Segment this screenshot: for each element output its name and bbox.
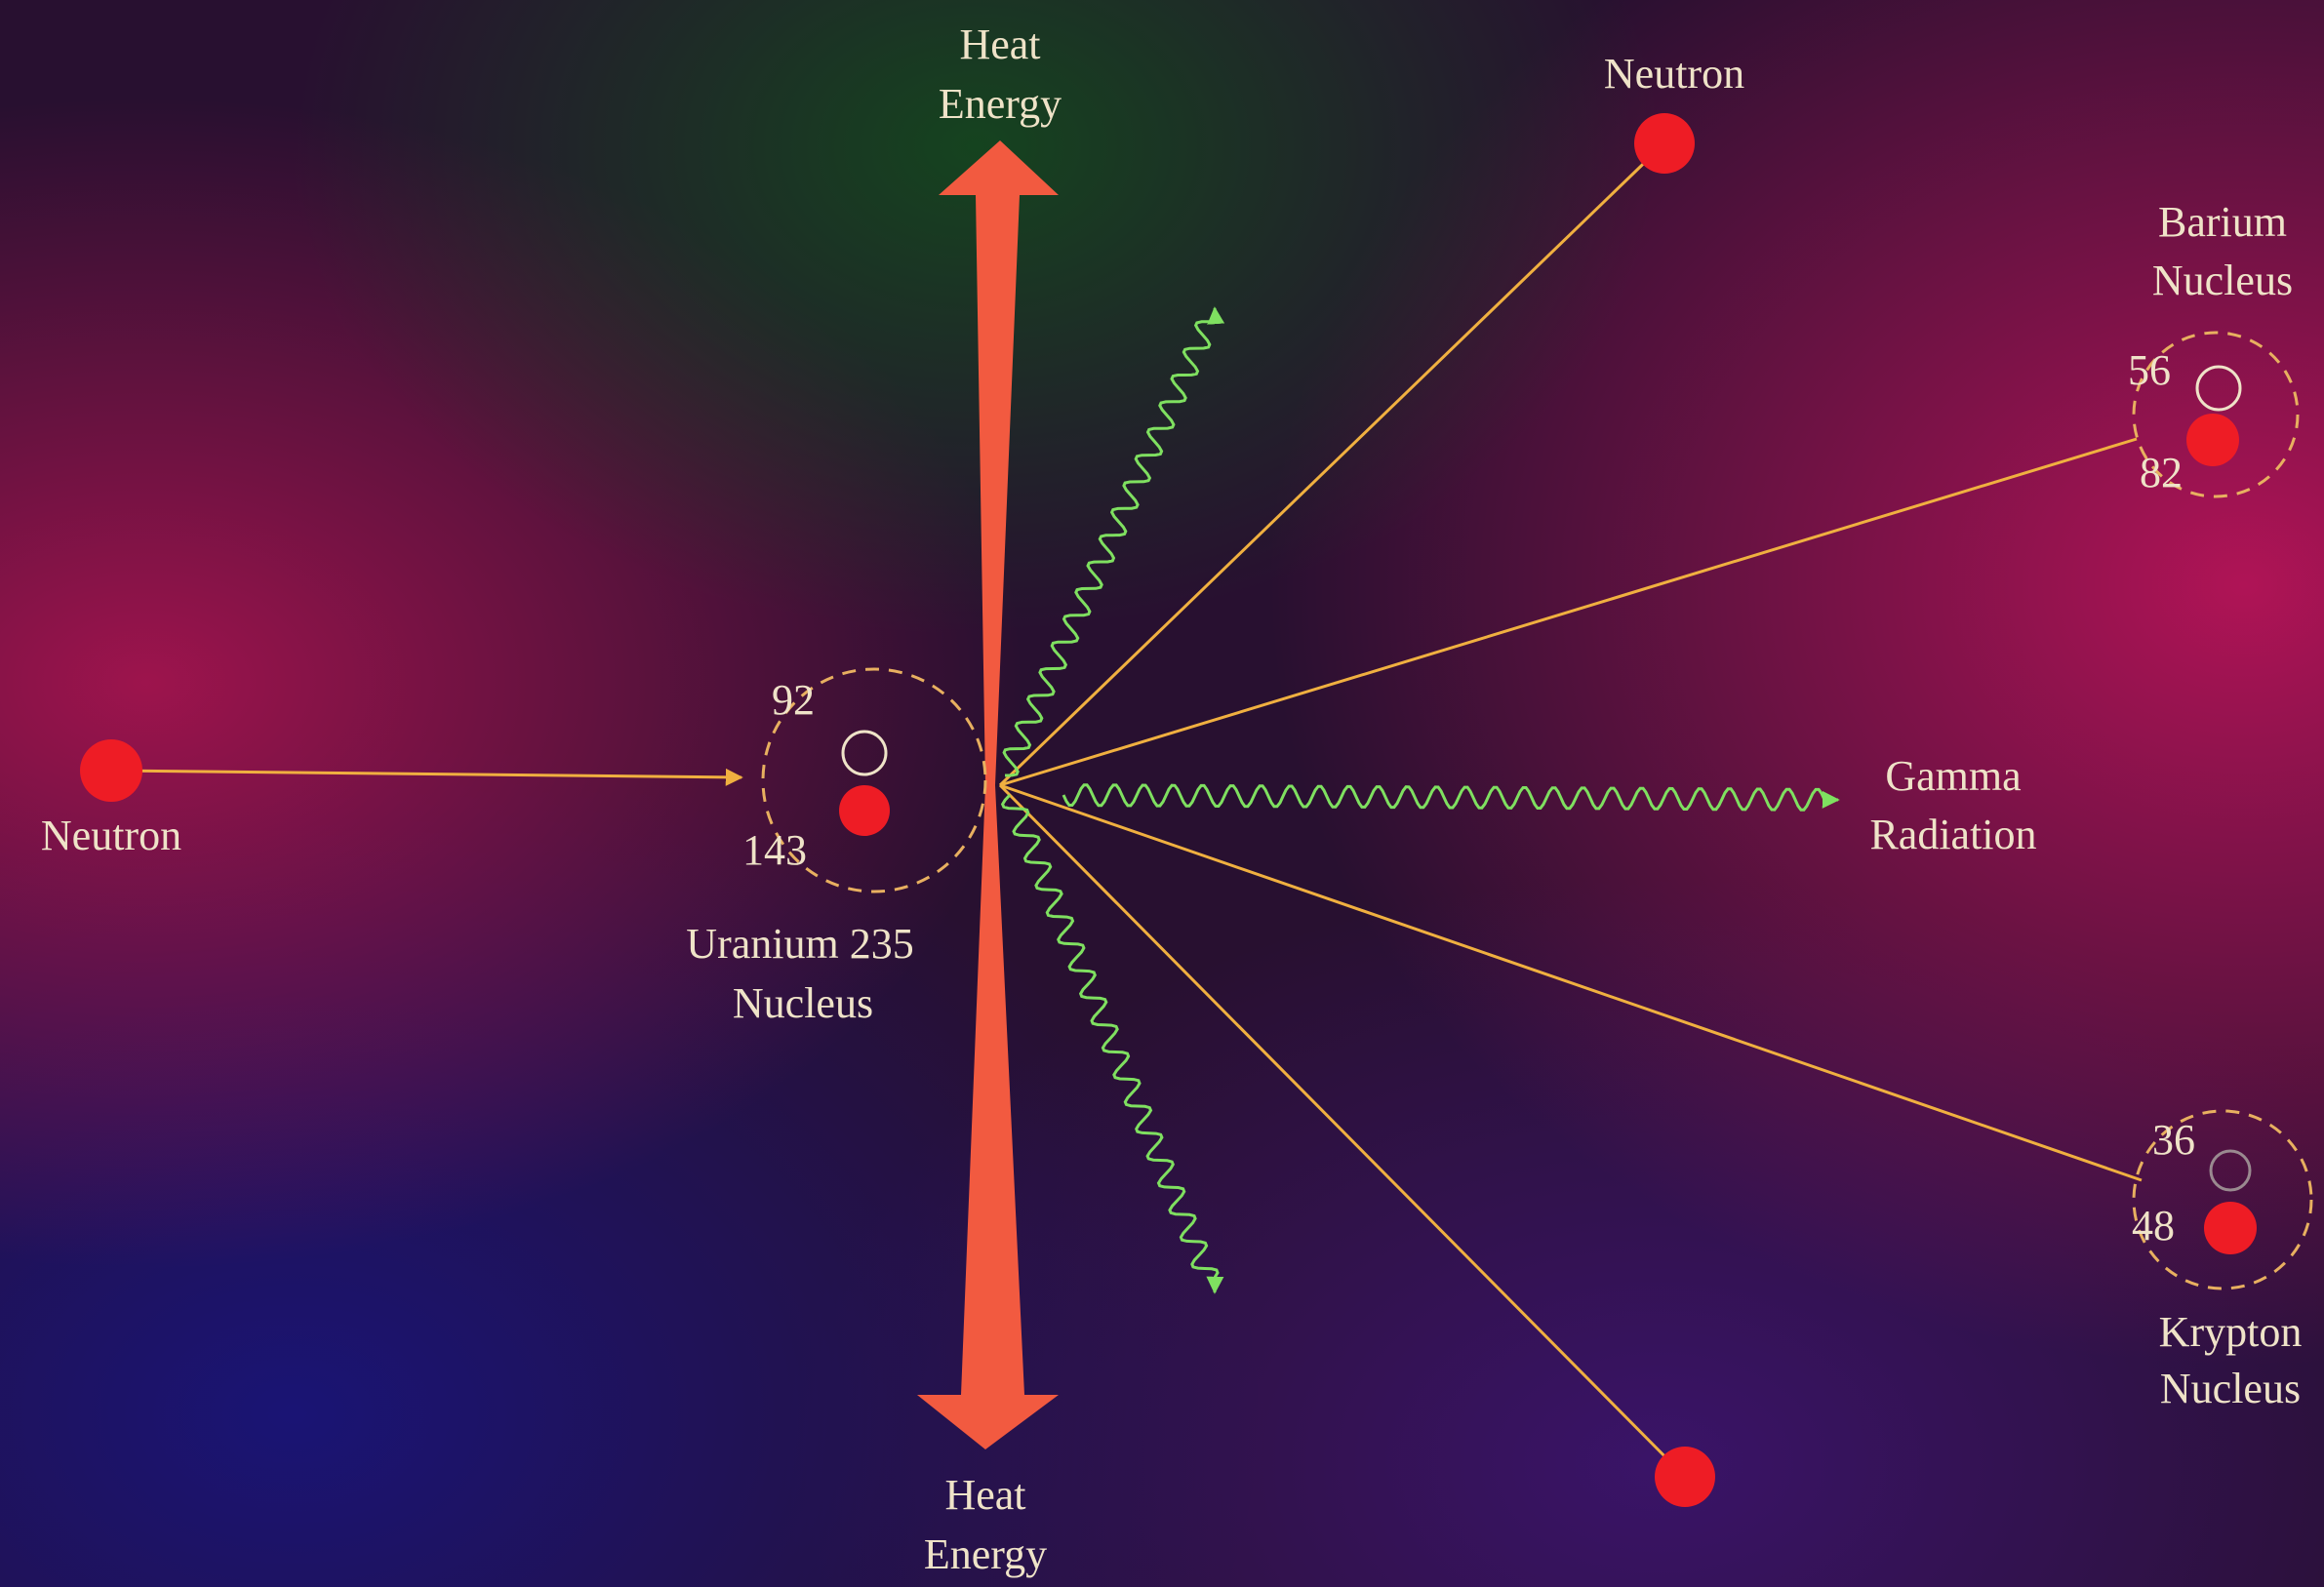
label: Nucleus: [2160, 1365, 2301, 1412]
neutron: [80, 739, 142, 802]
proton-symbol: [2195, 365, 2242, 412]
label: Heat: [959, 20, 1040, 68]
proton-symbol: [2209, 1149, 2252, 1192]
fragment-line: [998, 141, 1666, 787]
neutron-symbol: [2186, 414, 2239, 466]
fragment-line: [998, 783, 1687, 1479]
label: Gamma: [1885, 752, 2021, 800]
number-label: 143: [742, 826, 807, 874]
heat-arrow: [917, 140, 1059, 1449]
label: Barium: [2158, 198, 2287, 246]
fragment-line: [999, 437, 2138, 787]
label: Energy: [939, 80, 1062, 128]
proton-symbol: [841, 730, 888, 776]
number-label: 92: [772, 676, 815, 724]
gamma-wave: [1002, 306, 1225, 777]
number-label: 48: [2132, 1202, 2175, 1250]
fragment-lines: [998, 141, 2143, 1479]
neutron-symbol: [2204, 1202, 2257, 1254]
label: Radiation: [1869, 811, 2036, 858]
label: Krypton: [2159, 1308, 2303, 1356]
label: Neutron: [1604, 50, 1744, 98]
gamma-waves: [1000, 306, 1840, 1294]
fragment-line: [999, 783, 2143, 1182]
neutron: [1634, 113, 1695, 174]
label: Neutron: [41, 812, 181, 859]
uranium-shell: [761, 667, 987, 893]
label: Nucleus: [733, 979, 873, 1027]
number-label: 82: [2140, 449, 2183, 496]
neutron-path: [110, 768, 743, 786]
neutron: [1655, 1447, 1715, 1507]
krypton-shell: [2132, 1109, 2313, 1290]
label: Nucleus: [2152, 257, 2293, 304]
label: Heat: [944, 1471, 1025, 1519]
gamma-wave: [1062, 783, 1840, 812]
number-label: 36: [2152, 1116, 2195, 1164]
label: Energy: [924, 1530, 1047, 1578]
gamma-wave: [1000, 793, 1224, 1294]
label: Uranium 235: [686, 920, 913, 968]
barium-shell: [2132, 331, 2300, 498]
neutron-symbol: [839, 785, 890, 836]
number-label: 56: [2128, 346, 2171, 394]
